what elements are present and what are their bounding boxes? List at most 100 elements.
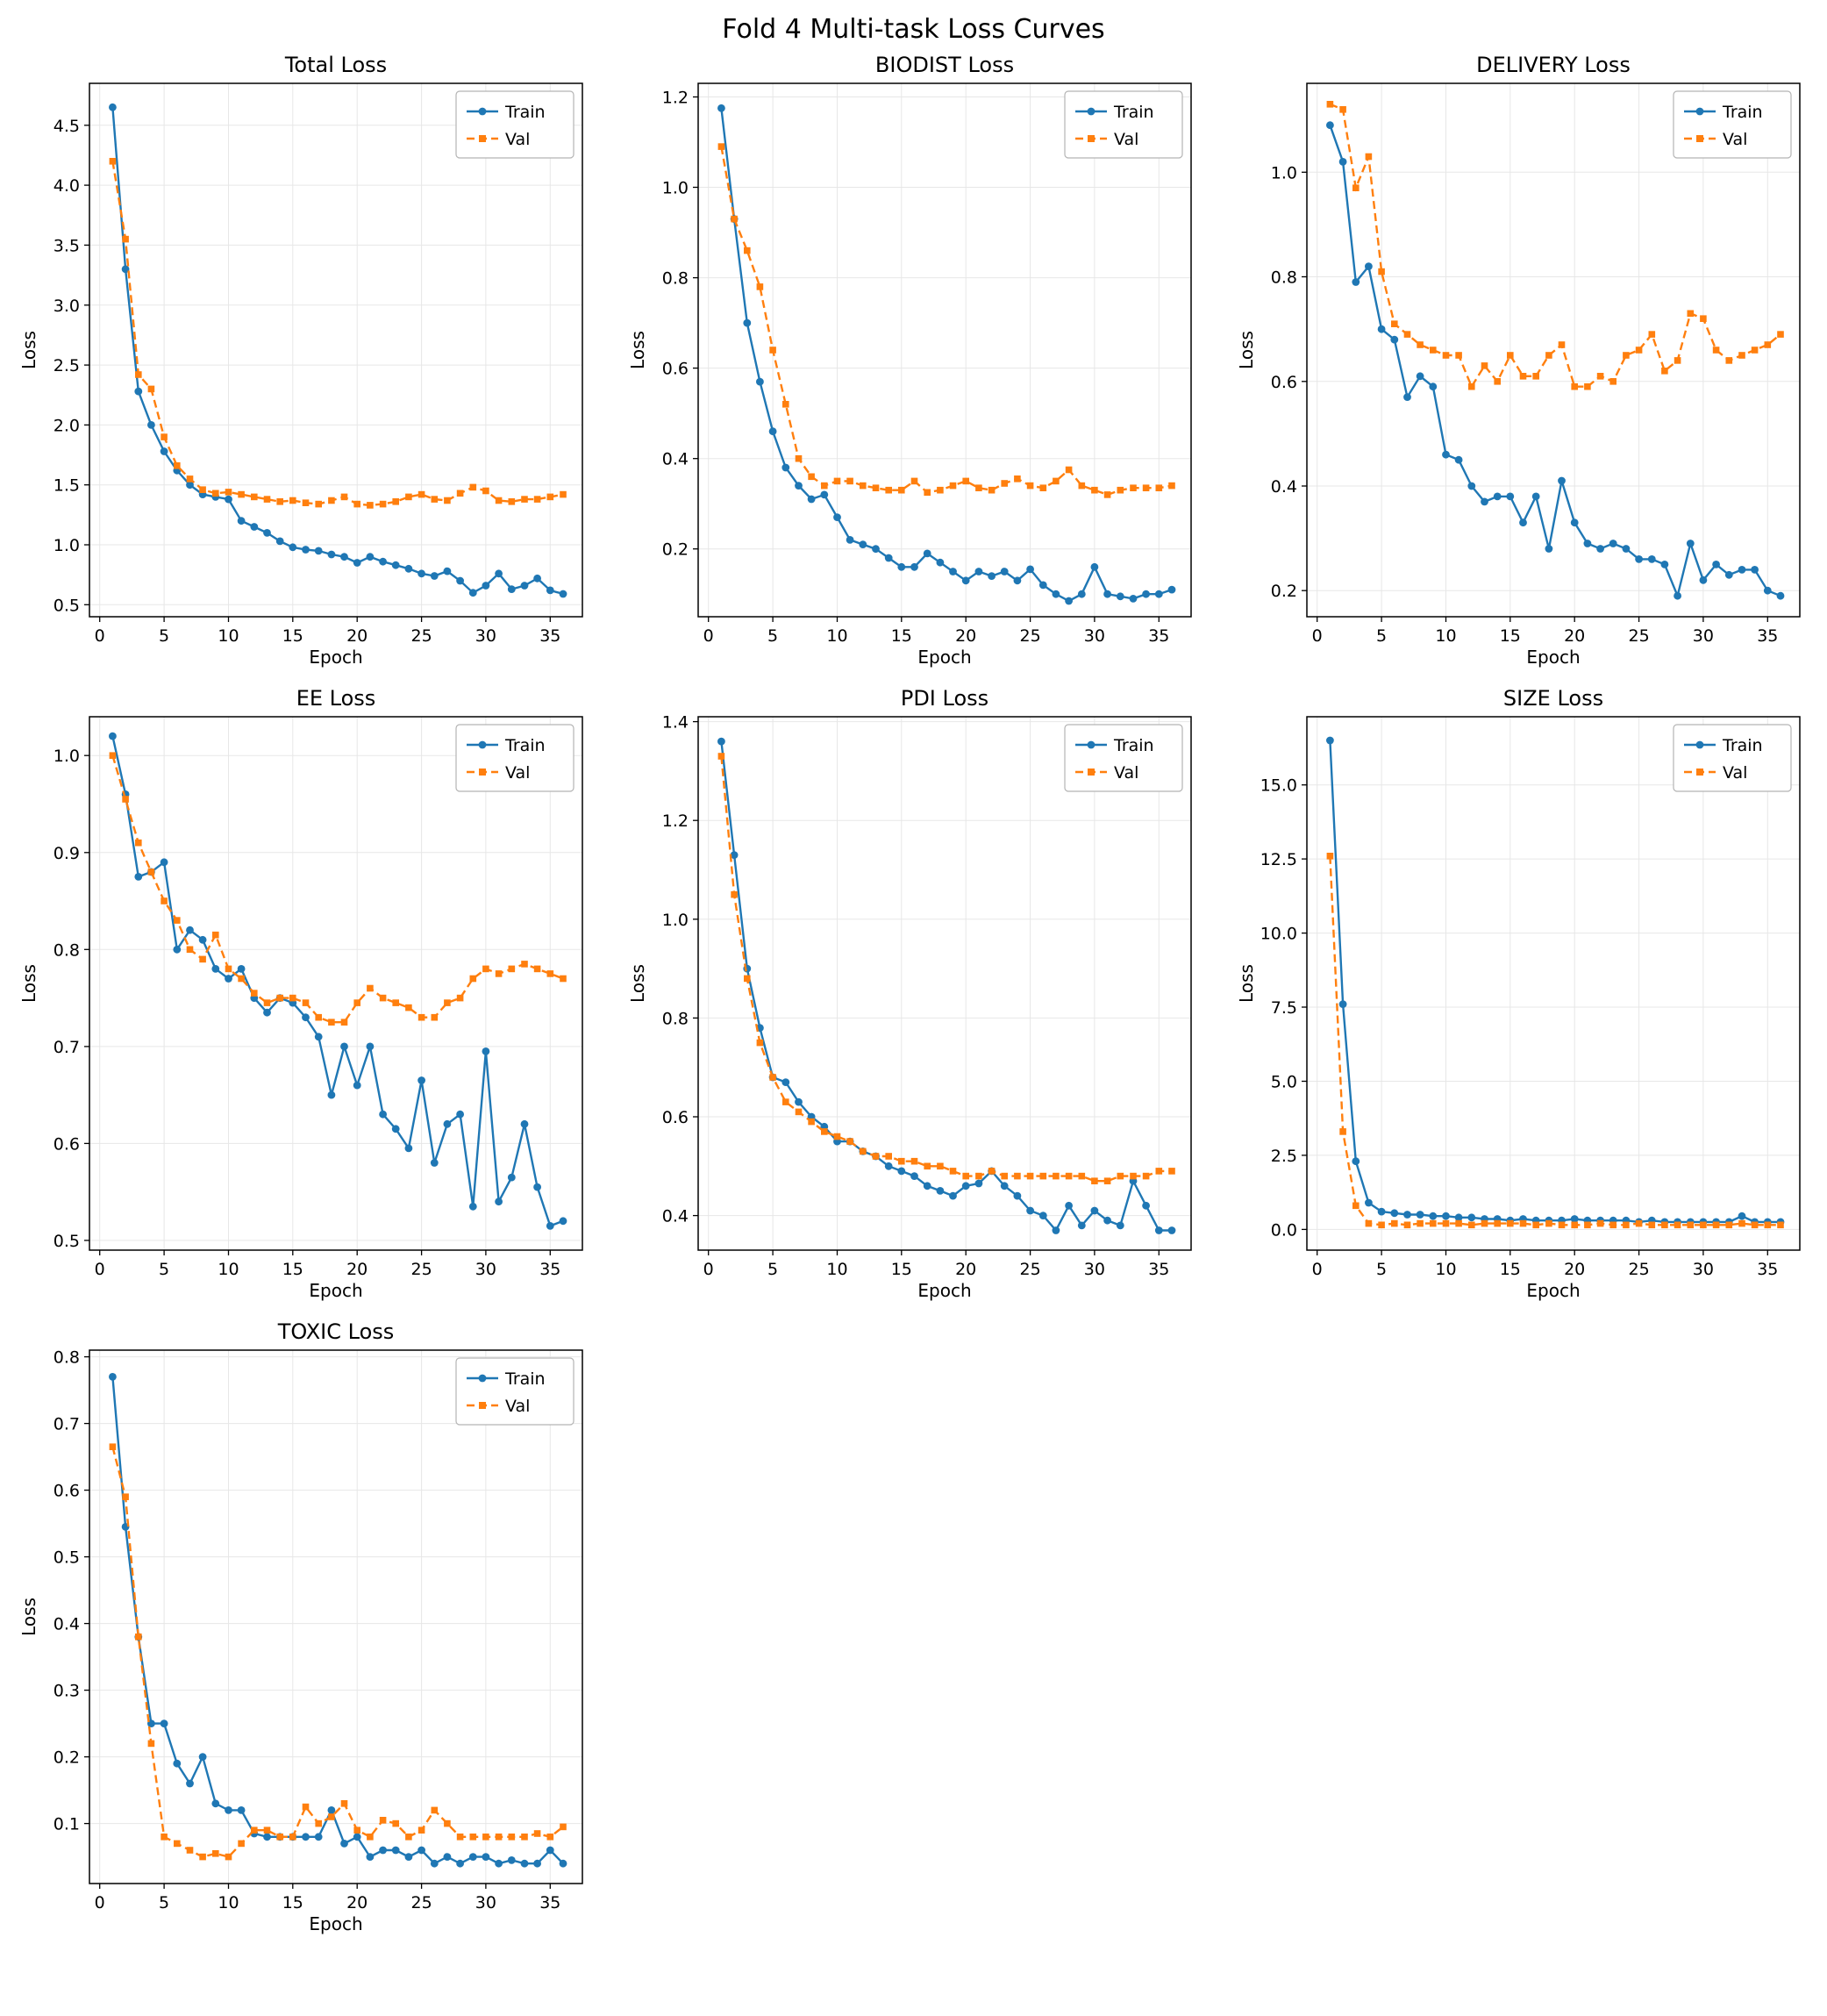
val-marker bbox=[1699, 1221, 1707, 1229]
train-marker bbox=[1090, 562, 1098, 571]
val-marker bbox=[897, 1157, 905, 1165]
train-marker bbox=[1557, 476, 1566, 485]
val-marker bbox=[160, 1834, 168, 1841]
val-marker bbox=[186, 946, 193, 954]
val-marker bbox=[988, 486, 995, 494]
val-marker bbox=[250, 493, 258, 501]
val-marker bbox=[1481, 1219, 1488, 1227]
legend: Train Val bbox=[454, 724, 575, 792]
train-marker bbox=[237, 1806, 245, 1814]
val-marker bbox=[302, 499, 309, 506]
val-marker bbox=[186, 1847, 193, 1854]
val-marker bbox=[379, 994, 386, 1002]
train-marker bbox=[1389, 1209, 1398, 1218]
y-tick-label: 3.5 bbox=[53, 236, 79, 255]
train-marker bbox=[910, 562, 918, 571]
x-tick-label: 30 bbox=[1692, 626, 1713, 646]
legend: Train Val bbox=[1672, 724, 1792, 792]
val-marker bbox=[391, 1819, 399, 1827]
val-marker bbox=[1117, 1172, 1124, 1180]
y-tick-label: 0.5 bbox=[53, 596, 79, 615]
x-tick-label: 25 bbox=[410, 626, 432, 646]
x-axis-label: Epoch bbox=[309, 647, 362, 668]
x-tick-label: 25 bbox=[410, 1260, 432, 1279]
val-marker bbox=[211, 1850, 219, 1857]
val-marker bbox=[1622, 1221, 1630, 1229]
train-marker bbox=[262, 1008, 271, 1017]
train-marker bbox=[1038, 581, 1047, 590]
train-marker bbox=[1634, 555, 1643, 563]
val-marker bbox=[1660, 1221, 1668, 1229]
val-marker bbox=[1000, 480, 1008, 487]
train-marker bbox=[1167, 585, 1175, 594]
train-marker bbox=[391, 561, 400, 569]
val-marker bbox=[936, 486, 944, 494]
train-marker bbox=[559, 1859, 567, 1868]
x-tick-label: 5 bbox=[1376, 1260, 1387, 1279]
train-marker bbox=[378, 1110, 387, 1119]
x-tick-label: 0 bbox=[703, 1260, 713, 1279]
train-marker bbox=[1416, 1211, 1424, 1219]
val-marker bbox=[1596, 373, 1603, 380]
y-tick-label: 0.8 bbox=[53, 940, 79, 960]
y-tick-label: 0.8 bbox=[661, 1009, 688, 1028]
train-marker bbox=[987, 572, 996, 580]
val-marker bbox=[250, 990, 258, 997]
train-marker bbox=[742, 318, 751, 327]
val-marker bbox=[379, 1817, 386, 1824]
val-marker bbox=[1531, 1221, 1539, 1229]
val-marker bbox=[884, 1153, 892, 1160]
y-tick-label: 10.0 bbox=[1260, 925, 1296, 944]
val-marker bbox=[160, 433, 168, 440]
pdi-loss-chart: 0 5 10 15 20 25 30 35 0.4 0.6 0.8 1.0 1.2 1.4 PDI Loss… bbox=[627, 686, 1192, 1301]
x-tick-label: 15 bbox=[282, 1893, 303, 1912]
val-marker bbox=[1390, 1219, 1398, 1227]
train-marker bbox=[1154, 1226, 1163, 1234]
val-marker bbox=[833, 477, 840, 485]
val-marker bbox=[910, 477, 917, 485]
x-tick-label: 15 bbox=[890, 626, 911, 646]
val-marker bbox=[353, 1827, 360, 1834]
train-marker bbox=[121, 265, 129, 274]
y-tick-label: 1.0 bbox=[53, 747, 79, 766]
train-marker bbox=[768, 427, 776, 436]
val-marker bbox=[109, 158, 116, 165]
y-tick-label: 1.0 bbox=[53, 536, 79, 555]
val-marker bbox=[237, 1840, 245, 1848]
train-marker bbox=[353, 1833, 361, 1841]
legend: Train Val bbox=[454, 90, 575, 159]
train-marker bbox=[314, 1833, 323, 1841]
val-marker bbox=[949, 482, 956, 490]
train-marker bbox=[430, 572, 439, 580]
train-marker bbox=[391, 1846, 400, 1855]
val-marker bbox=[546, 1834, 553, 1841]
x-tick-label: 0 bbox=[1311, 1260, 1322, 1279]
y-tick-label: 0.8 bbox=[661, 269, 688, 289]
val-marker bbox=[404, 1004, 412, 1012]
val-marker bbox=[353, 999, 360, 1006]
train-marker bbox=[755, 377, 764, 386]
val-marker bbox=[1429, 1219, 1437, 1227]
legend-train-label: Train bbox=[1113, 103, 1154, 122]
train-marker bbox=[327, 1806, 335, 1814]
y-tick-label: 1.0 bbox=[661, 911, 688, 930]
x-tick-label: 10 bbox=[826, 1260, 847, 1279]
val-marker bbox=[469, 975, 476, 983]
y-tick-label: 0.4 bbox=[1270, 477, 1296, 497]
val-marker bbox=[173, 1840, 181, 1848]
val-marker bbox=[795, 454, 802, 462]
total-loss-chart: 0 5 10 15 20 25 30 35 0.5 1.0 1.5 2.0 2.5 3.0 3.5 4.0 4.… bbox=[18, 53, 583, 668]
train-marker bbox=[896, 1167, 905, 1176]
legend-val-label: Val bbox=[1114, 130, 1138, 149]
val-marker bbox=[949, 1168, 956, 1175]
x-tick-label: 10 bbox=[218, 1260, 239, 1279]
plot-area bbox=[697, 83, 1191, 617]
val-marker bbox=[1155, 484, 1162, 491]
y-tick-label: 1.0 bbox=[661, 179, 688, 198]
x-tick-label: 20 bbox=[346, 1260, 368, 1279]
train-marker bbox=[961, 576, 970, 585]
x-tick-label: 10 bbox=[1435, 626, 1456, 646]
val-marker bbox=[482, 487, 489, 495]
val-marker bbox=[923, 489, 931, 497]
val-marker bbox=[327, 1019, 335, 1026]
